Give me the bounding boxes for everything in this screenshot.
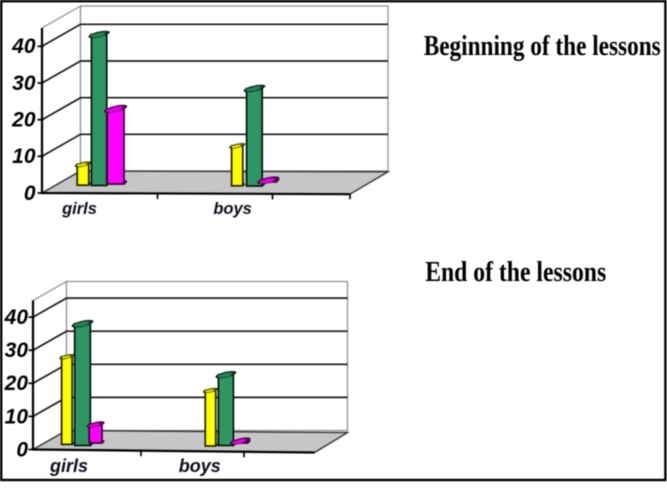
svg-text:30: 30 — [12, 72, 36, 95]
svg-text:10: 10 — [12, 145, 36, 168]
svg-text:0: 0 — [16, 438, 28, 461]
svg-text:30: 30 — [5, 339, 29, 362]
svg-text:20: 20 — [4, 372, 29, 395]
svg-text:boys: boys — [179, 456, 221, 476]
svg-text:40: 40 — [11, 35, 36, 58]
svg-text:girls: girls — [61, 200, 97, 218]
svg-text:Beginning of the lessons: Beginning of the lessons — [424, 31, 661, 62]
svg-text:10: 10 — [5, 405, 29, 428]
svg-text:20: 20 — [11, 109, 36, 132]
svg-text:girls: girls — [49, 456, 88, 476]
svg-text:40: 40 — [4, 306, 29, 329]
svg-text:0: 0 — [24, 182, 36, 205]
svg-text:boys: boys — [213, 200, 252, 218]
svg-text:End of the lessons: End of the lessons — [425, 257, 606, 288]
